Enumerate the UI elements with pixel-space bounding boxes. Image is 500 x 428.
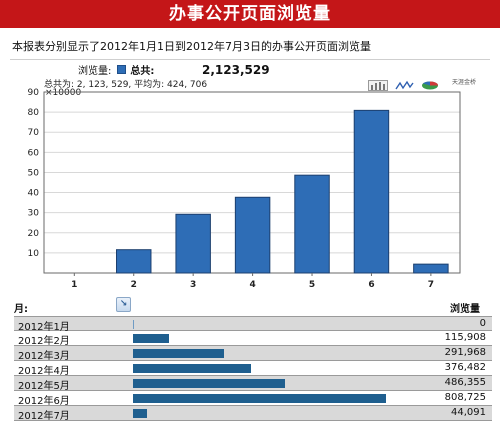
x-tick-label: 3 <box>190 280 196 290</box>
y-axis-unit: ×10000 <box>45 88 82 98</box>
y-tick-label: 30 <box>28 209 40 219</box>
table-row: 2012年3月 291,968 <box>14 346 492 362</box>
x-tick-label: 7 <box>428 280 434 290</box>
row-month: 2012年2月 <box>18 336 70 347</box>
views-column-header: 浏览量 <box>450 304 480 315</box>
row-value: 0 <box>479 318 486 329</box>
y-tick-label: 90 <box>28 88 40 98</box>
row-bar <box>133 409 147 418</box>
brand-label: 天涯金桥 <box>452 79 477 86</box>
row-bar <box>133 320 134 329</box>
row-value: 486,355 <box>444 377 486 388</box>
row-bar <box>133 394 386 403</box>
chart-legend: 浏览量: 总共: <box>78 62 155 77</box>
x-tick-label: 1 <box>71 280 77 290</box>
row-month: 2012年5月 <box>18 381 70 392</box>
row-value: 44,091 <box>451 407 486 418</box>
export-icon[interactable]: ↘ <box>116 297 131 312</box>
month-column-header: 月: <box>14 304 28 315</box>
bar-chart-icon[interactable] <box>368 76 388 91</box>
y-tick-label: 70 <box>28 128 40 138</box>
row-value: 291,968 <box>444 347 486 358</box>
x-tick-label: 6 <box>368 280 374 290</box>
row-value: 808,725 <box>444 392 486 403</box>
bar-chart: 10 20 30 40 50 60 70 80 90 1 2 3 4 5 6 7 <box>28 88 461 290</box>
separator <box>10 59 490 60</box>
monthly-views-table: 2012年1月 0 2012年2月 115,908 2012年3月 291,968 2012… <box>14 316 492 422</box>
row-value: 376,482 <box>444 362 486 373</box>
row-month: 2012年4月 <box>18 366 70 377</box>
row-bar <box>133 364 251 373</box>
table-header: 月: ↘ 浏览量 <box>0 296 500 316</box>
bar <box>413 263 449 274</box>
y-tick-label: 60 <box>28 148 40 158</box>
row-value: 115,908 <box>444 332 486 343</box>
row-month: 2012年7月 <box>18 411 70 422</box>
y-tick-label: 50 <box>28 168 40 178</box>
x-tick-label: 4 <box>249 280 255 290</box>
y-tick-label: 40 <box>28 189 40 199</box>
bar <box>294 174 330 274</box>
table-row: 2012年2月 115,908 <box>14 331 492 347</box>
page-title: 办事公开页面浏览量 <box>0 0 500 28</box>
bar <box>353 109 390 274</box>
row-bar <box>133 349 225 358</box>
bar <box>175 213 211 274</box>
row-bar <box>133 334 170 343</box>
pie-chart-icon[interactable] <box>420 76 440 90</box>
legend-series-label: 浏览量: <box>78 65 112 77</box>
y-tick-label: 20 <box>28 229 40 239</box>
table-row: 2012年1月 0 <box>14 316 492 333</box>
row-month: 2012年6月 <box>18 396 70 407</box>
table-row: 2012年6月 808,725 <box>14 391 492 407</box>
row-month: 2012年1月 <box>18 322 70 333</box>
table-row: 2012年7月 44,091 <box>14 406 492 422</box>
report-description: 本报表分别显示了2012年1月1日到2012年7月3日的办事公开页面浏览量 <box>12 40 371 53</box>
table-row: 2012年5月 486,355 <box>14 376 492 392</box>
table-row: 2012年4月 376,482 <box>14 361 492 377</box>
line-chart-icon[interactable] <box>394 76 414 90</box>
legend-swatch <box>117 64 127 74</box>
row-month: 2012年3月 <box>18 351 70 362</box>
legend-total-label: 总共: <box>130 65 155 77</box>
bar <box>116 249 152 274</box>
x-tick-label: 2 <box>131 280 137 290</box>
chart-toolbar: 天涯金桥 <box>368 76 477 91</box>
legend-total-value: 2,123,529 <box>202 63 270 77</box>
bar <box>234 196 271 274</box>
x-tick-label: 5 <box>309 280 315 290</box>
row-bar <box>133 379 286 388</box>
y-tick-label: 10 <box>28 249 40 259</box>
y-tick-label: 80 <box>28 108 40 118</box>
chart-summary: 总共为: 2, 123, 529, 平均为: 424, 706 <box>44 80 208 90</box>
